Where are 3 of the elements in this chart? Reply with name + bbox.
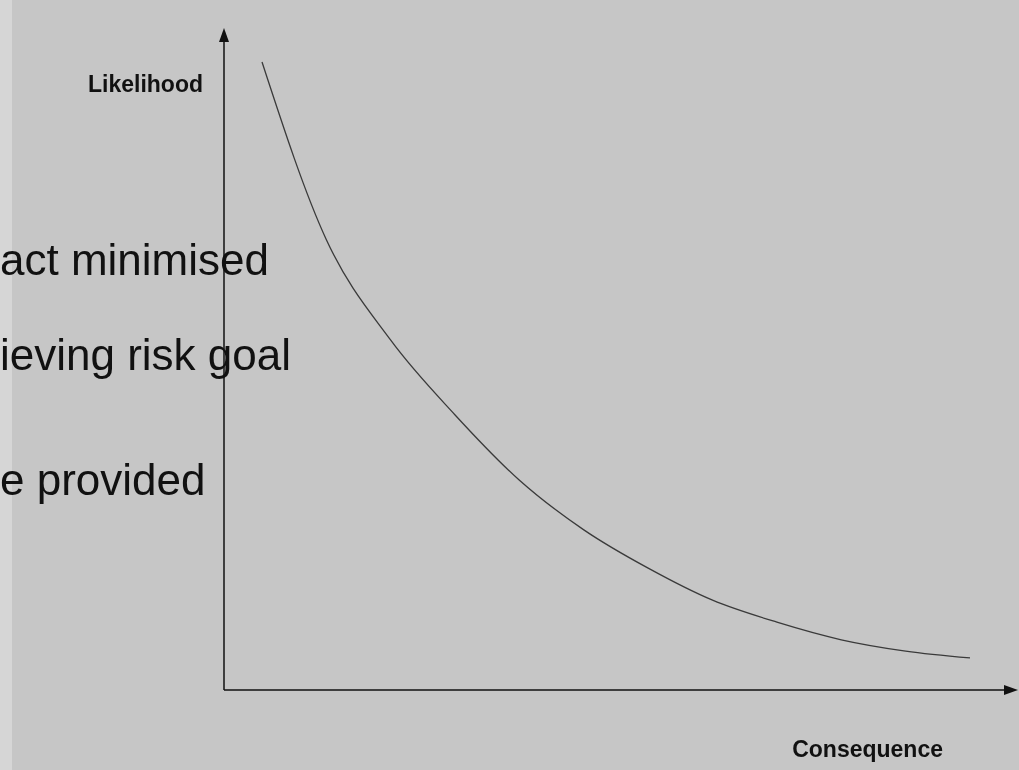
y-axis-title: Likelihood xyxy=(88,71,203,97)
x-axis-title: Consequence xyxy=(792,736,943,762)
text: e provided xyxy=(0,455,206,504)
